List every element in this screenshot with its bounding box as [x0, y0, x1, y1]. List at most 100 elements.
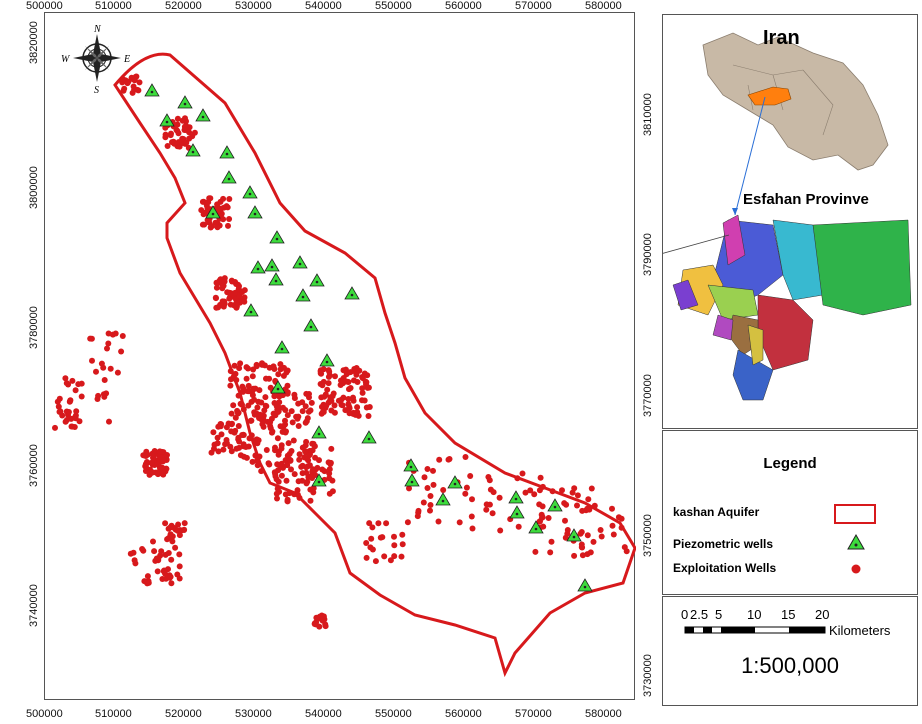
- main-map[interactable]: N S E W: [44, 12, 636, 700]
- exploitation-well-marker: [223, 203, 230, 210]
- exploitation-well-marker: [78, 393, 85, 400]
- exploitation-well-marker: [294, 491, 301, 498]
- exploitation-well-marker: [221, 275, 228, 282]
- exploitation-well-marker: [169, 139, 175, 146]
- exploitation-well-marker: [176, 551, 183, 558]
- x-tick-bottom: 560000: [445, 708, 482, 720]
- exploitation-well-marker: [160, 457, 167, 464]
- exploitation-well-marker: [236, 365, 243, 372]
- province-county: [722, 214, 746, 266]
- exploitation-well-marker: [328, 445, 335, 452]
- piezometric-well-marker: [528, 520, 544, 534]
- exploitation-well-marker: [307, 407, 314, 414]
- exploitation-well-marker: [69, 423, 76, 430]
- exploitation-well-marker: [168, 556, 175, 563]
- exploitation-well-marker: [326, 490, 333, 497]
- exploitation-well-marker: [263, 403, 270, 410]
- x-tick-bottom: 500000: [26, 708, 63, 720]
- map-canvas: N S E W: [52, 24, 636, 678]
- exploitation-well-marker: [406, 485, 412, 492]
- piezometric-well-marker: [566, 528, 582, 542]
- exploitation-well-marker: [273, 490, 280, 497]
- exploitation-well-marker: [250, 366, 257, 373]
- exploitation-well-marker: [75, 381, 82, 388]
- exploitation-well-marker: [347, 369, 354, 376]
- exploitation-well-marker: [232, 289, 238, 296]
- y-tick-left: 3740000: [28, 584, 40, 627]
- exploitation-well-marker: [249, 458, 256, 465]
- exploitation-well-marker: [427, 502, 434, 508]
- exploitation-well-marker: [366, 520, 373, 527]
- y-tick-right: 3730000: [642, 654, 654, 697]
- exploitation-well-marker: [93, 368, 99, 375]
- x-tick-top: 540000: [305, 0, 342, 12]
- exploitation-well-marker: [328, 407, 335, 414]
- x-tick-top: 520000: [165, 0, 202, 12]
- exploitation-well-marker: [266, 461, 273, 468]
- exploitation-well-marker: [294, 487, 301, 494]
- exploitation-well-marker: [144, 573, 151, 580]
- exploitation-well-marker: [285, 440, 292, 447]
- piezometric-well-marker: [250, 260, 266, 274]
- exploitation-well-marker: [587, 549, 594, 556]
- exploitation-well-marker: [363, 540, 370, 546]
- exploitation-well-marker: [245, 402, 252, 409]
- piezometric-well-marker: [319, 353, 335, 367]
- exploitation-well-marker: [243, 375, 250, 382]
- iran-country-shape: [702, 32, 889, 171]
- x-tick-top: 570000: [515, 0, 552, 12]
- piezometric-well-marker: [435, 492, 451, 506]
- piezometric-well-marker: [361, 430, 377, 444]
- exploitation-well-marker: [269, 429, 275, 436]
- y-tick-left: 3800000: [28, 166, 40, 209]
- exploitation-well-marker: [208, 449, 215, 456]
- province-county: [772, 219, 824, 301]
- exploitation-well-marker: [387, 557, 394, 564]
- piezometric-well-marker: [270, 380, 286, 394]
- piezometric-well-marker: [509, 505, 525, 519]
- exploitation-well-marker: [249, 392, 256, 399]
- exploitation-well-marker: [258, 399, 265, 406]
- legend-label-exploitation: Exploitation Wells: [673, 561, 777, 575]
- province-county: [747, 324, 764, 366]
- piezometric-well-marker: [269, 230, 285, 244]
- exploitation-well-marker: [363, 379, 370, 386]
- exploitation-well-marker: [363, 554, 370, 561]
- exploitation-well-marker: [164, 143, 171, 149]
- x-tick-bottom: 510000: [95, 708, 132, 720]
- exploitation-well-marker: [257, 411, 264, 418]
- compass-e: E: [123, 54, 130, 65]
- exploitation-well-marker: [435, 518, 442, 525]
- exploitation-well-marker: [104, 345, 110, 352]
- exploitation-well-marker: [167, 132, 174, 139]
- exploitation-well-marker: [209, 223, 215, 230]
- compass-s: S: [94, 85, 99, 96]
- exploitation-well-marker: [291, 471, 298, 478]
- legend-label-piezometric: Piezometric wells: [673, 537, 774, 551]
- exploitation-well-marker: [140, 547, 147, 554]
- exploitation-well-marker: [181, 527, 187, 533]
- exploitation-well-marker: [359, 385, 366, 392]
- exploitation-well-marker: [574, 492, 581, 499]
- exploitation-well-marker: [598, 533, 605, 540]
- exploitation-well-marker: [275, 404, 282, 410]
- exploitation-well-marker: [287, 457, 294, 464]
- exploitation-well-marker: [270, 410, 277, 417]
- x-tick-top: 580000: [585, 0, 622, 12]
- exploitation-well-marker: [235, 434, 242, 441]
- exploitation-well-marker: [238, 400, 245, 407]
- exploitation-well-marker: [65, 409, 72, 415]
- piezometric-wells-layer: [144, 83, 593, 592]
- exploitation-well-marker: [284, 496, 291, 503]
- compass-n: N: [93, 24, 102, 35]
- exploitation-well-marker: [258, 468, 265, 475]
- exploitation-well-marker: [240, 441, 247, 448]
- exploitation-well-marker: [274, 495, 280, 502]
- exploitation-well-marker: [169, 533, 176, 540]
- exploitation-well-marker: [105, 340, 112, 347]
- exploitation-well-marker: [62, 418, 69, 425]
- exploitation-well-marker: [240, 431, 247, 438]
- province-county: [732, 349, 774, 401]
- exploitation-well-marker: [174, 115, 181, 122]
- exploitation-well-marker: [311, 443, 318, 450]
